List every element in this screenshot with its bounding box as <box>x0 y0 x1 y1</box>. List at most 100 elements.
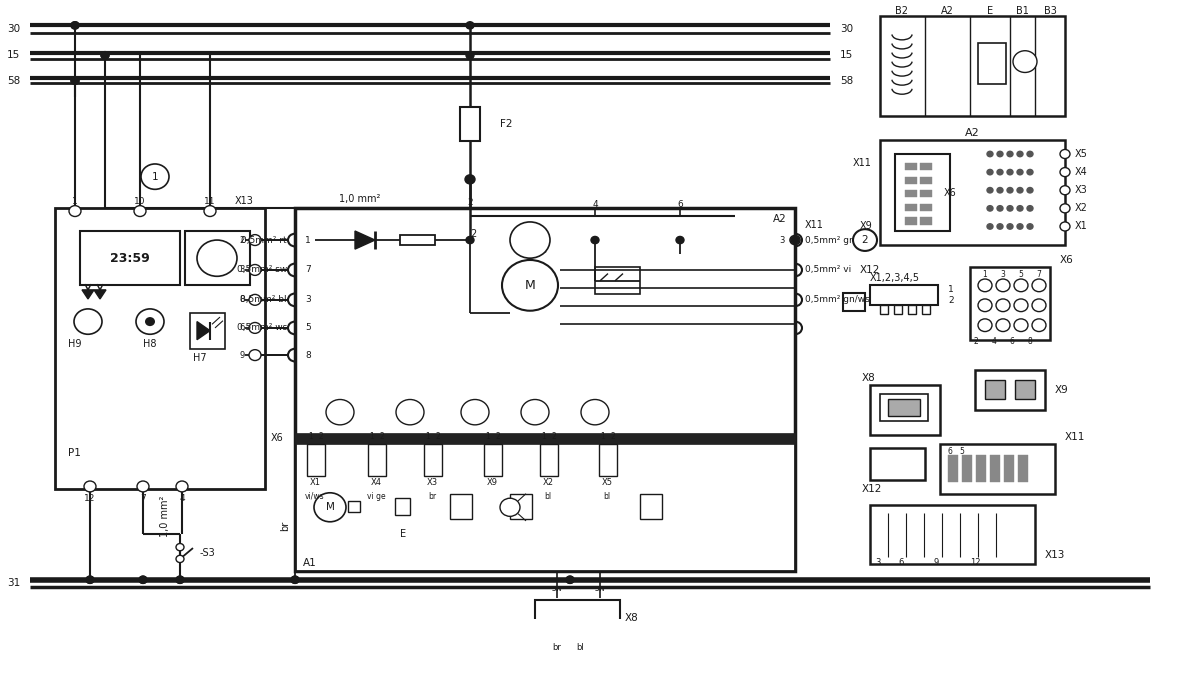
Circle shape <box>1032 279 1046 292</box>
Circle shape <box>136 309 164 334</box>
Bar <box>545 670 600 683</box>
Text: 3: 3 <box>240 266 245 275</box>
Text: 2: 2 <box>611 432 616 441</box>
Bar <box>880 305 888 314</box>
Text: 0,5mm² ws: 0,5mm² ws <box>236 324 287 333</box>
Circle shape <box>1007 151 1013 156</box>
Text: P1: P1 <box>68 448 80 458</box>
Text: 58: 58 <box>840 76 853 85</box>
Bar <box>976 455 986 482</box>
Circle shape <box>986 188 994 193</box>
Text: X12: X12 <box>860 265 881 275</box>
Text: 1: 1 <box>983 270 988 279</box>
Bar <box>535 600 620 636</box>
Text: X13: X13 <box>235 196 254 206</box>
Circle shape <box>139 576 148 583</box>
Bar <box>295 433 796 444</box>
Text: B1: B1 <box>1015 6 1028 16</box>
Circle shape <box>986 169 994 175</box>
Bar <box>905 163 917 170</box>
Bar <box>920 177 932 184</box>
Text: X5: X5 <box>601 478 612 488</box>
Bar <box>920 163 932 170</box>
Circle shape <box>1014 279 1028 292</box>
Text: X11: X11 <box>1066 432 1085 442</box>
Bar <box>905 177 917 184</box>
Bar <box>510 494 532 519</box>
Circle shape <box>566 576 574 583</box>
Text: 4: 4 <box>991 337 996 346</box>
Text: 2: 2 <box>379 432 384 441</box>
Circle shape <box>1032 299 1046 311</box>
Bar <box>978 44 1006 84</box>
Circle shape <box>176 555 184 563</box>
Bar <box>962 455 972 482</box>
Text: 7: 7 <box>1037 270 1042 279</box>
Text: br: br <box>552 643 562 652</box>
Circle shape <box>502 260 558 311</box>
Circle shape <box>466 175 475 184</box>
Circle shape <box>314 493 346 522</box>
Text: 1: 1 <box>72 197 78 206</box>
Text: 2: 2 <box>319 432 323 441</box>
Text: 1: 1 <box>948 285 954 294</box>
Circle shape <box>1027 224 1033 229</box>
Bar <box>307 444 325 475</box>
Text: 1: 1 <box>601 432 605 441</box>
Circle shape <box>86 576 94 583</box>
Text: X5: X5 <box>1075 149 1088 159</box>
Text: 9: 9 <box>240 350 245 360</box>
Text: 1: 1 <box>486 432 491 441</box>
Bar <box>599 444 617 475</box>
Circle shape <box>461 400 490 425</box>
Text: 0,5mm² bl: 0,5mm² bl <box>240 295 287 305</box>
Text: 15: 15 <box>7 51 20 60</box>
Text: 58: 58 <box>7 76 20 85</box>
Bar <box>970 267 1050 339</box>
Circle shape <box>176 576 184 583</box>
Text: 5: 5 <box>305 324 311 333</box>
Circle shape <box>1060 222 1070 231</box>
Text: A2: A2 <box>941 6 954 16</box>
Circle shape <box>1018 224 1022 229</box>
Circle shape <box>197 240 238 277</box>
Text: 12: 12 <box>970 558 980 567</box>
Text: 2: 2 <box>436 432 440 441</box>
Bar <box>424 444 442 475</box>
Polygon shape <box>82 290 94 299</box>
Bar <box>1018 455 1028 482</box>
Polygon shape <box>197 322 210 339</box>
Text: X8: X8 <box>625 613 638 623</box>
Circle shape <box>1007 169 1013 175</box>
Circle shape <box>137 481 149 492</box>
Bar <box>905 217 917 225</box>
Text: bl: bl <box>604 492 611 501</box>
Text: H9: H9 <box>68 339 82 349</box>
Circle shape <box>996 279 1010 292</box>
Text: 7: 7 <box>140 494 146 503</box>
Bar <box>905 204 917 211</box>
Text: 7: 7 <box>305 266 311 275</box>
Bar <box>295 435 796 571</box>
Circle shape <box>292 576 299 583</box>
Bar <box>990 455 1000 482</box>
Circle shape <box>292 576 299 583</box>
Bar <box>842 292 865 311</box>
Text: 4: 4 <box>179 494 185 503</box>
Text: bl: bl <box>545 492 552 501</box>
Circle shape <box>1060 204 1070 213</box>
Text: 0,5mm² gr: 0,5mm² gr <box>805 236 853 245</box>
Text: 6: 6 <box>948 447 953 456</box>
Bar <box>920 204 932 211</box>
Circle shape <box>1018 169 1022 175</box>
Text: 3: 3 <box>780 236 785 245</box>
Text: 6: 6 <box>677 200 683 209</box>
Circle shape <box>1060 186 1070 195</box>
Bar <box>895 154 950 231</box>
Circle shape <box>71 22 79 29</box>
Bar <box>974 370 1045 410</box>
Text: M: M <box>524 279 535 292</box>
Text: X6: X6 <box>270 434 283 443</box>
Bar <box>880 141 1066 245</box>
Circle shape <box>101 52 109 59</box>
